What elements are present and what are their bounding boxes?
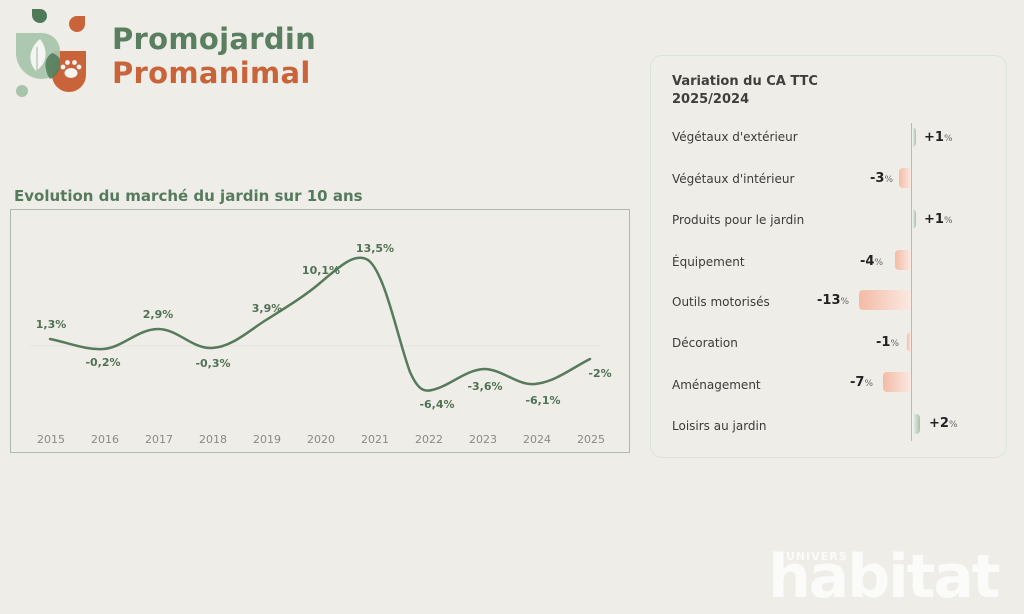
category-equipement: Équipement	[672, 255, 745, 269]
category-amenagement: Aménagement	[672, 378, 761, 392]
watermark-habitat: habitat	[768, 542, 1001, 612]
brand-name-promanimal: Promanimal	[112, 56, 311, 90]
leaf-paw-logo-icon	[16, 9, 86, 97]
variation-card	[650, 55, 1007, 458]
data-label-2022: -6,4%	[419, 398, 455, 411]
x-tick-2025: 2025	[577, 433, 605, 446]
bar-outils-motorises	[859, 290, 911, 310]
value-amenagement: -7%	[850, 375, 874, 390]
brand-logo	[10, 5, 310, 105]
brand-name-promojardin: Promojardin	[112, 22, 317, 56]
value-decoration: -1%	[876, 335, 900, 350]
category-vegetaux-exterieur: Végétaux d'extérieur	[672, 130, 798, 144]
bar-amenagement	[883, 372, 911, 392]
data-label-2018: -0,3%	[195, 357, 231, 370]
market-evolution-line	[48, 256, 592, 392]
bar-produits-jardin	[912, 209, 916, 229]
category-loisirs-jardin: Loisirs au jardin	[672, 419, 767, 433]
x-tick-2015: 2015	[37, 433, 65, 446]
x-tick-2024: 2024	[523, 433, 551, 446]
x-tick-2017: 2017	[145, 433, 173, 446]
category-decoration: Décoration	[672, 336, 738, 350]
category-vegetaux-interieur: Végétaux d'intérieur	[672, 172, 795, 186]
data-label-2020: 10,1%	[301, 264, 341, 277]
x-tick-2018: 2018	[199, 433, 227, 446]
line-chart-frame	[10, 209, 630, 453]
data-label-2019: 3,9%	[251, 302, 283, 315]
x-tick-2021: 2021	[361, 433, 389, 446]
data-label-2021: 13,5%	[355, 242, 395, 255]
bar-zero-axis	[911, 123, 912, 441]
value-loisirs-jardin: +2%	[929, 416, 958, 431]
bar-equipement	[895, 250, 911, 270]
x-tick-2022: 2022	[415, 433, 443, 446]
category-produits-jardin: Produits pour le jardin	[672, 213, 805, 227]
bar-vegetaux-interieur	[899, 168, 911, 188]
data-label-2024: -6,1%	[525, 394, 561, 407]
x-tick-2020: 2020	[307, 433, 335, 446]
value-equipement: -4%	[860, 254, 884, 269]
data-label-2015: 1,3%	[35, 318, 67, 331]
data-label-2025: -2%	[588, 367, 612, 380]
bar-decoration	[907, 332, 911, 352]
x-tick-2019: 2019	[253, 433, 281, 446]
value-outils-motorises: -13%	[817, 293, 850, 308]
data-label-2016: -0,2%	[85, 356, 121, 369]
variation-card-title: Variation du CA TTC 2025/2024	[672, 73, 818, 109]
bar-loisirs-jardin	[912, 414, 920, 434]
data-label-2017: 2,9%	[142, 308, 174, 321]
line-chart-title: Evolution du marché du jardin sur 10 ans	[14, 187, 363, 205]
watermark-univers: UNIVERS	[786, 550, 848, 563]
data-label-2023: -3,6%	[467, 380, 503, 393]
x-tick-2016: 2016	[91, 433, 119, 446]
category-outils-motorises: Outils motorisés	[672, 295, 770, 309]
variation-card-title-line1: Variation du CA TTC	[672, 74, 818, 89]
value-vegetaux-exterieur: +1%	[924, 130, 953, 145]
variation-card-title-line2: 2025/2024	[672, 92, 750, 107]
value-produits-jardin: +1%	[924, 212, 953, 227]
x-tick-2023: 2023	[469, 433, 497, 446]
bar-vegetaux-exterieur	[912, 127, 916, 147]
value-vegetaux-interieur: -3%	[870, 171, 894, 186]
